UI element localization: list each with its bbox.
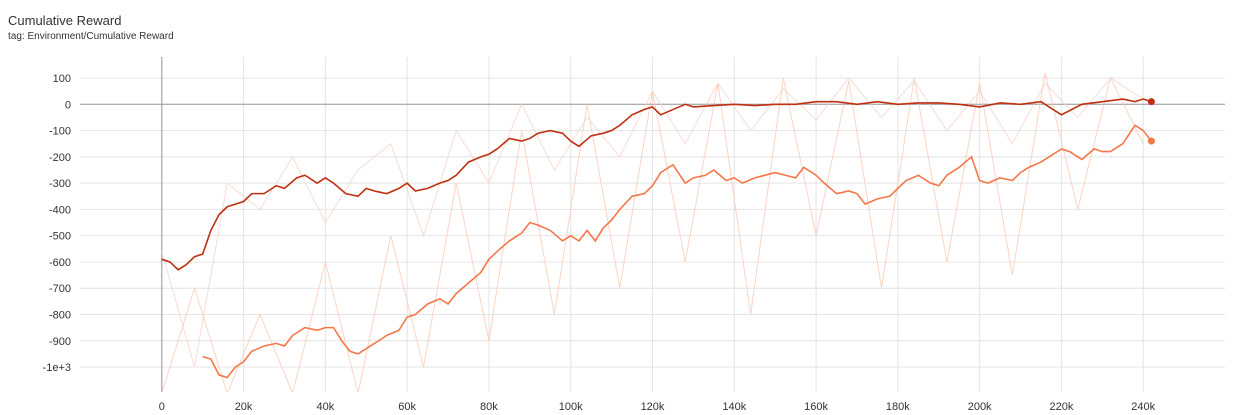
smoothed-line [161, 98, 1152, 271]
y-tick-label: -1e+3 [43, 362, 71, 374]
x-tick-label: 60k [398, 401, 416, 413]
x-tick-label: 140k [722, 401, 746, 413]
x-tick-label: 100k [559, 401, 583, 413]
x-tick-label: 220k [1049, 401, 1073, 413]
y-tick-label: -900 [49, 336, 71, 348]
x-tick-label: 200k [968, 401, 992, 413]
last-point [1147, 98, 1155, 106]
tick-labels: 100 0 -100 -200 -300 -400 -500 -600 -700 -800 -900… [43, 73, 1156, 413]
x-tick-label: 180k [886, 401, 910, 413]
x-tick-label: 20k [235, 401, 253, 413]
plot-area [161, 72, 1155, 392]
y-tick-label: -700 [49, 283, 71, 295]
x-tick-label: 160k [804, 401, 828, 413]
chart-subtitle: tag: Environment/Cumulative Reward [8, 31, 174, 42]
y-tick-label: -200 [49, 152, 71, 164]
x-tick-label: 120k [641, 401, 665, 413]
raw-line [161, 77, 1144, 368]
y-tick-label: -800 [49, 309, 71, 321]
y-tick-label: 100 [53, 73, 71, 85]
smoothed-line [202, 124, 1153, 379]
x-tick-label: 80k [480, 401, 498, 413]
y-tick-label: -400 [49, 204, 71, 216]
y-tick-label: -300 [49, 178, 71, 190]
x-tick-label: 240k [1131, 401, 1155, 413]
y-tick-label: -500 [49, 231, 71, 243]
chart-title: Cumulative Reward [8, 13, 121, 28]
last-point [1147, 137, 1155, 145]
y-tick-label: -600 [49, 257, 71, 269]
y-tick-label: -100 [49, 126, 71, 138]
y-tick-label: 0 [65, 99, 71, 111]
x-tick-label: 0 [159, 401, 165, 413]
x-tick-label: 40k [316, 401, 334, 413]
